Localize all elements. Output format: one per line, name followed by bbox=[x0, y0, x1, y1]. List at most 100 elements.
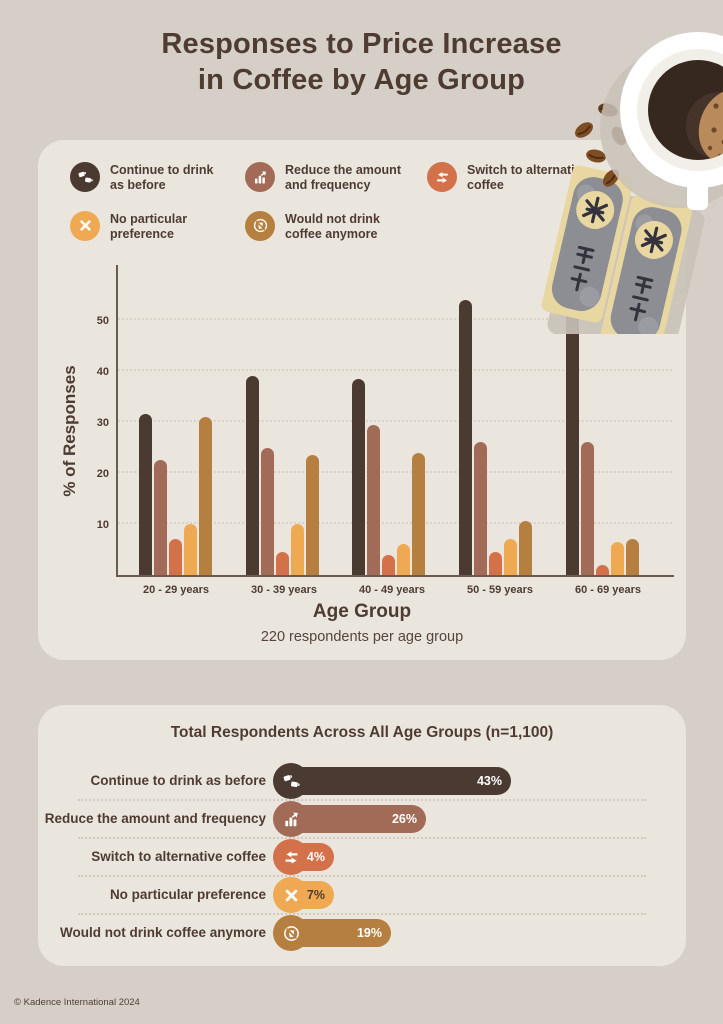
bar bbox=[183, 524, 197, 575]
bar bbox=[581, 442, 595, 575]
totals-bar-value: 7% bbox=[306, 888, 325, 902]
y-axis-tick-label: 10 bbox=[96, 519, 109, 531]
totals-row: Reduce the amount and frequency 26% bbox=[38, 801, 686, 837]
y-axis-tick-label: 40 bbox=[96, 366, 109, 378]
bar bbox=[474, 442, 488, 575]
bar bbox=[489, 552, 503, 575]
bar bbox=[596, 564, 610, 575]
bar bbox=[412, 452, 426, 575]
chart-legend: Continue to drink as before Reduce the am… bbox=[70, 162, 589, 242]
bar bbox=[367, 424, 381, 575]
legend-item: No particular preference bbox=[70, 210, 245, 243]
legend-item-label: Reduce the amount and frequency bbox=[285, 163, 401, 193]
x-icon bbox=[273, 877, 309, 913]
gridline bbox=[118, 420, 672, 422]
gridline bbox=[118, 369, 672, 371]
legend-item-label: Continue to drink as before bbox=[110, 163, 214, 193]
footer-copyright: © Kadence International 2024 bbox=[14, 997, 140, 1008]
x-axis-line bbox=[116, 575, 674, 577]
bar-group bbox=[459, 299, 533, 575]
x-axis-title: Age Group bbox=[312, 601, 412, 622]
x-axis-tick-labels: 20 - 29 years 30 - 39 years 40 - 49 years 5… bbox=[122, 584, 662, 596]
legend-item-label: No particular preference bbox=[110, 211, 188, 241]
totals-row: No particular preference 7% bbox=[38, 877, 686, 913]
swap-arrows-icon bbox=[273, 839, 309, 875]
x-axis-tick-label: 50 - 59 years bbox=[466, 584, 534, 596]
x-axis-note: 220 respondents per age group bbox=[260, 629, 464, 645]
totals-bar: 26% bbox=[273, 801, 426, 837]
bar bbox=[153, 460, 167, 575]
bar bbox=[275, 552, 289, 575]
coffee-cups-icon bbox=[273, 763, 309, 799]
totals-bar-value: 19% bbox=[356, 926, 382, 940]
y-axis-line bbox=[116, 265, 118, 576]
totals-bar-value: 26% bbox=[391, 812, 417, 826]
y-axis-title: % of Responses bbox=[60, 365, 79, 497]
reduce-chart-icon bbox=[245, 162, 275, 192]
bar bbox=[519, 521, 533, 575]
banknotes-illustration bbox=[541, 165, 705, 334]
totals-panel: Total Respondents Across All Age Groups … bbox=[38, 705, 686, 966]
x-axis-tick-label: 40 - 49 years bbox=[358, 584, 426, 596]
y-axis-tick-label: 50 bbox=[96, 315, 109, 327]
bar bbox=[260, 447, 274, 575]
bar bbox=[198, 416, 212, 575]
bar bbox=[138, 414, 152, 575]
bar bbox=[305, 455, 319, 575]
legend-item: Would not drink coffee anymore bbox=[245, 210, 427, 243]
bar bbox=[397, 544, 411, 575]
bar-group bbox=[138, 414, 212, 575]
row-separator bbox=[78, 837, 646, 839]
legend-item: Continue to drink as before bbox=[70, 162, 245, 194]
bar bbox=[566, 284, 580, 575]
row-separator bbox=[78, 799, 646, 801]
bar bbox=[290, 524, 304, 575]
bar-groups bbox=[116, 275, 656, 575]
coffee-cups-icon bbox=[70, 162, 100, 192]
bar bbox=[626, 539, 640, 575]
coffee-cup-illustration bbox=[600, 32, 723, 210]
bar-group bbox=[566, 284, 640, 575]
bar-chart-plot-area: 10 20 30 40 50 bbox=[97, 265, 674, 577]
x-axis-tick-label: 60 - 69 years bbox=[574, 584, 642, 596]
bar bbox=[245, 376, 259, 575]
totals-rows: Continue to drink as before 43% Reduce the… bbox=[38, 705, 686, 966]
bar bbox=[382, 554, 396, 575]
totals-bar-value: 4% bbox=[306, 850, 325, 864]
totals-bar: 7% bbox=[273, 877, 334, 913]
gridline bbox=[118, 522, 672, 524]
bar-group bbox=[245, 376, 319, 575]
chart-panel: Continue to drink as before Reduce the am… bbox=[38, 140, 686, 660]
bar bbox=[168, 539, 182, 575]
y-axis-tick-label: 20 bbox=[96, 468, 109, 480]
totals-row: Would not drink coffee anymore 19% bbox=[38, 915, 686, 951]
totals-row-label: Reduce the amount and frequency bbox=[44, 811, 266, 826]
totals-row-label: Would not drink coffee anymore bbox=[59, 925, 266, 940]
totals-bar: 4% bbox=[273, 839, 334, 875]
totals-row: Continue to drink as before 43% bbox=[38, 763, 686, 799]
swap-arrows-icon bbox=[427, 162, 457, 192]
x-icon bbox=[70, 210, 100, 241]
totals-bar: 43% bbox=[273, 763, 511, 799]
reduce-chart-icon bbox=[273, 801, 309, 837]
no-coffee-icon bbox=[273, 915, 309, 951]
totals-row: Switch to alternative coffee 4% bbox=[38, 839, 686, 875]
totals-title: Total Respondents Across All Age Groups … bbox=[170, 724, 554, 741]
bar bbox=[352, 378, 366, 575]
totals-row-label: Continue to drink as before bbox=[90, 773, 266, 788]
bar-group bbox=[352, 378, 426, 575]
x-axis-tick-label: 20 - 29 years bbox=[142, 584, 210, 596]
totals-row-label: Switch to alternative coffee bbox=[91, 849, 266, 864]
no-coffee-icon bbox=[245, 210, 275, 241]
bar bbox=[504, 539, 518, 575]
x-axis-tick-label: 30 - 39 years bbox=[250, 584, 318, 596]
page-title: Responses to Price Increase in Coffee by… bbox=[161, 28, 562, 96]
gridline bbox=[118, 318, 672, 320]
gridline bbox=[118, 471, 672, 473]
legend-item-label: Would not drink coffee anymore bbox=[285, 211, 380, 241]
totals-bar: 19% bbox=[273, 915, 391, 951]
coffee-table-illustration bbox=[541, 32, 723, 334]
legend-item: Reduce the amount and frequency bbox=[245, 162, 427, 194]
totals-bar-value: 43% bbox=[476, 774, 502, 788]
